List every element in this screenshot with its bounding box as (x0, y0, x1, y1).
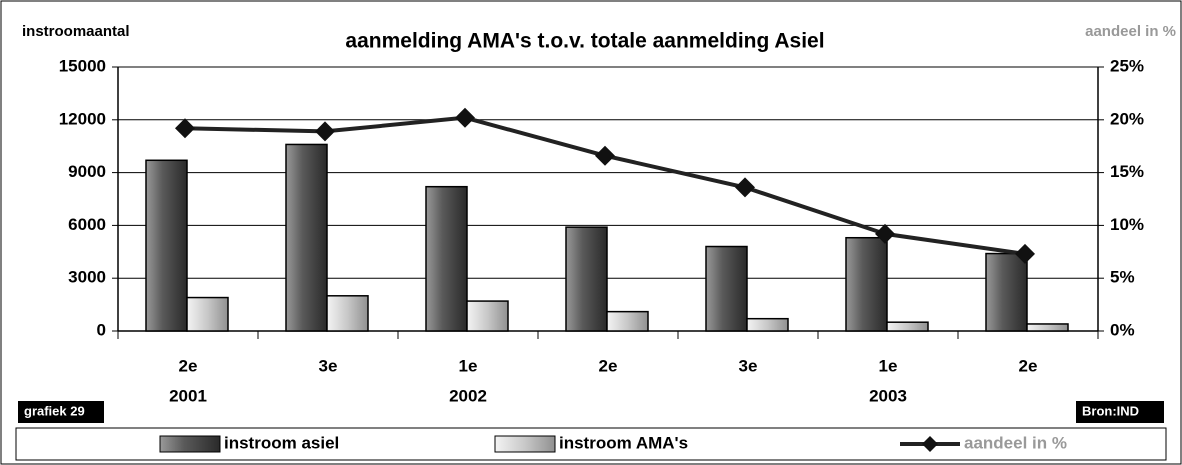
y-tick-label: 15000 (59, 56, 106, 75)
y-tick-label: 3000 (68, 268, 106, 287)
y2-axis-label: aandeel in % (1085, 23, 1176, 40)
bar (886, 321, 929, 332)
marker (315, 121, 335, 142)
marker (735, 177, 755, 198)
bar (985, 252, 1028, 332)
legend-box (15, 427, 1167, 461)
legend-swatch (494, 435, 556, 453)
note-right: Bron:IND (1082, 403, 1139, 418)
y2-tick-label: 5% (1110, 268, 1135, 287)
marker (175, 118, 195, 139)
x-tick-label: 2e (599, 356, 618, 375)
legend-marker (922, 436, 938, 452)
y-axis-label: instroomaantal (22, 23, 130, 40)
marker (875, 223, 895, 244)
y2-tick-label: 25% (1110, 56, 1144, 75)
bar (326, 295, 369, 332)
bar (606, 310, 649, 332)
x-tick-label: 2e (1019, 356, 1038, 375)
bar (705, 245, 748, 332)
y-tick-label: 0 (97, 320, 106, 339)
y-tick-label: 9000 (68, 162, 106, 181)
note-box (18, 401, 104, 423)
x-tick-label: 1e (459, 356, 478, 375)
bar (425, 185, 468, 332)
bar (845, 236, 888, 332)
legend-swatch (159, 435, 221, 453)
bar (1026, 323, 1069, 332)
x-tick-label: 1e (879, 356, 898, 375)
y2-tick-label: 10% (1110, 215, 1144, 234)
y2-tick-label: 15% (1110, 162, 1144, 181)
bar (565, 226, 608, 332)
y-tick-label: 12000 (59, 109, 106, 128)
x-year-label: 2002 (449, 386, 487, 405)
y2-tick-label: 0% (1110, 320, 1135, 339)
x-year-label: 2003 (869, 386, 907, 405)
bar (746, 317, 789, 332)
bar (186, 296, 229, 332)
y-tick-label: 6000 (68, 215, 106, 234)
bar (145, 159, 188, 332)
x-tick-label: 2e (179, 356, 198, 375)
chart-title: aanmelding AMA's t.o.v. totale aanmeldin… (345, 30, 824, 53)
y2-tick-label: 20% (1110, 109, 1144, 128)
bar (285, 143, 328, 332)
note-left: grafiek 29 (24, 403, 85, 418)
marker (1015, 243, 1035, 264)
x-tick-label: 3e (739, 356, 758, 375)
marker (595, 145, 615, 166)
legend-label: aandeel in % (964, 433, 1067, 452)
x-tick-label: 3e (319, 356, 338, 375)
legend-label: instroom asiel (224, 433, 339, 452)
legend-label: instroom AMA's (559, 433, 688, 452)
note-box (1076, 401, 1164, 423)
marker (455, 107, 475, 128)
x-year-label: 2001 (169, 386, 207, 405)
bar (466, 300, 509, 332)
